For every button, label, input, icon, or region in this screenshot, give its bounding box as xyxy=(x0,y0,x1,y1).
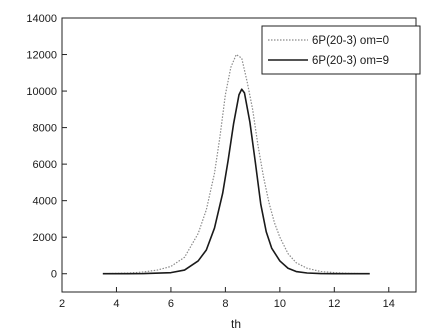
x-tick-label-3: 8 xyxy=(222,298,228,310)
x-tick-label-6: 14 xyxy=(383,298,395,310)
y-tick-label-4: 8000 xyxy=(33,123,57,135)
x-tick-label-1: 4 xyxy=(113,298,119,310)
y-tick-label-1: 2000 xyxy=(33,232,57,244)
series-lines xyxy=(102,53,370,275)
legend-box xyxy=(261,25,421,75)
y-tick-label-6: 12000 xyxy=(26,50,57,62)
y-tick-label-7: 14000 xyxy=(26,13,57,25)
legend-label-0: 6P(20-3) om=0 xyxy=(312,35,389,47)
x-axis-title: th xyxy=(231,317,241,331)
axis-ticks: 2 4 6 8 10 12 14 0 2000 4000 6000 8000 10000 12000 140… xyxy=(26,13,394,310)
y-tick-label-2: 4000 xyxy=(33,196,57,208)
x-tick-label-0: 2 xyxy=(59,298,65,310)
y-tick-label-5: 10000 xyxy=(26,86,57,98)
x-tick-label-2: 6 xyxy=(168,298,174,310)
legend: 6P(20-3) om=0 6P(20-3) om=9 xyxy=(261,25,421,75)
x-tick-label-4: 10 xyxy=(274,298,286,310)
y-tick-label-0: 0 xyxy=(51,269,57,281)
legend-label-1: 6P(20-3) om=9 xyxy=(312,55,389,67)
x-tick-label-5: 12 xyxy=(328,298,340,310)
y-tick-label-3: 6000 xyxy=(33,159,57,171)
series-line-1 xyxy=(102,88,370,275)
series-line-0 xyxy=(102,53,370,275)
